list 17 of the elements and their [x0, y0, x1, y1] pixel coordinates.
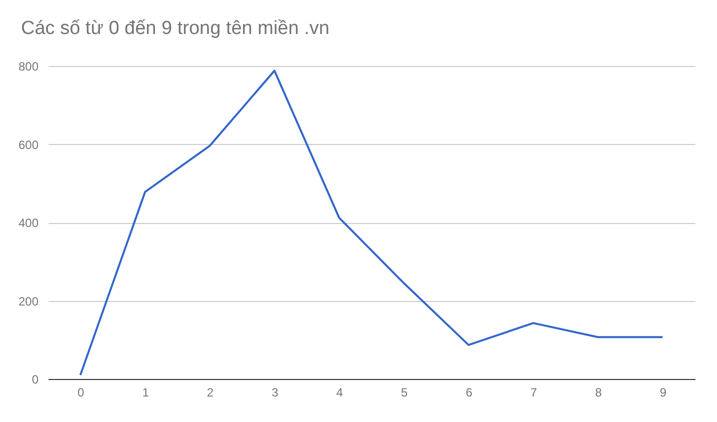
y-tick-label: 800 — [18, 60, 39, 74]
y-tick-label: 600 — [18, 138, 39, 152]
x-tick-label: 5 — [401, 386, 408, 400]
x-tick-label: 0 — [78, 386, 85, 400]
x-tick-label: 6 — [466, 386, 473, 400]
x-tick-label: 3 — [272, 386, 279, 400]
x-tick-label: 7 — [530, 386, 538, 400]
y-tick-label: 400 — [18, 216, 39, 230]
x-tick-label: 9 — [660, 386, 667, 400]
line-series — [79, 70, 664, 376]
x-tick-label: 1 — [142, 386, 150, 400]
x-tick-label: 2 — [206, 386, 214, 400]
y-tick-label: 0 — [32, 372, 39, 386]
y-tick-label: 200 — [18, 294, 39, 308]
x-tick-label: 4 — [336, 386, 344, 400]
x-tick-label: 8 — [595, 386, 602, 400]
chart-title: Các số từ 0 đến 9 trong tên miền .vn — [21, 18, 330, 39]
